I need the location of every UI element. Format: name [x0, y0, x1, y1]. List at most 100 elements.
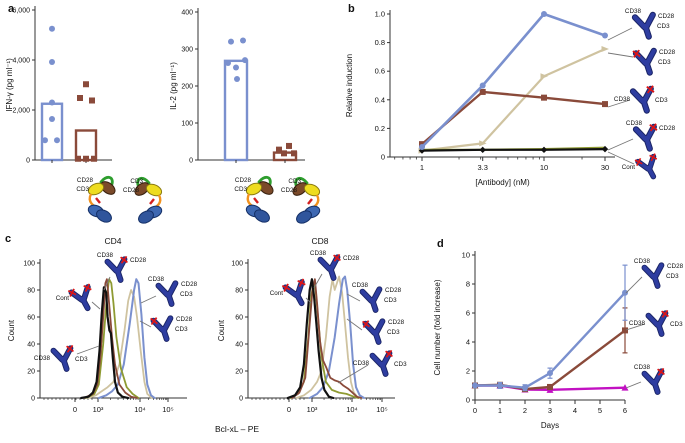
svg-text:CD28: CD28: [176, 316, 193, 323]
svg-text:0: 0: [381, 153, 385, 162]
svg-text:CD28: CD28: [123, 187, 140, 194]
antibody-icon: [632, 123, 658, 152]
svg-text:5: 5: [598, 406, 602, 415]
svg-text:CD28: CD28: [667, 263, 684, 270]
svg-text:20: 20: [27, 369, 35, 376]
bar-blue: [40, 102, 64, 162]
antibody-icon: [629, 85, 655, 114]
svg-text:IL-2 (pg ml⁻¹): IL-2 (pg ml⁻¹): [169, 62, 178, 110]
svg-text:Cont: Cont: [56, 295, 70, 302]
bar-brown: [74, 129, 98, 162]
svg-text:[Antibody] (nM): [Antibody] (nM): [475, 178, 530, 187]
svg-text:60: 60: [27, 315, 35, 322]
antibody-icon: [50, 344, 74, 372]
svg-text:0: 0: [473, 406, 477, 415]
svg-text:1: 1: [498, 406, 502, 415]
svg-text:CD38: CD38: [148, 276, 165, 283]
svg-text:0: 0: [189, 158, 193, 165]
svg-text:2: 2: [466, 367, 470, 376]
svg-text:Cell number (fold increase): Cell number (fold increase): [433, 279, 442, 375]
svg-text:CD8: CD8: [311, 236, 328, 246]
svg-text:80: 80: [235, 288, 243, 295]
svg-text:CD28: CD28: [281, 187, 298, 194]
svg-text:2: 2: [523, 406, 527, 415]
svg-text:Days: Days: [541, 421, 559, 430]
svg-text:10⁴: 10⁴: [134, 405, 146, 414]
svg-text:0: 0: [287, 405, 291, 414]
svg-text:0.6: 0.6: [375, 67, 385, 76]
antibody-icon: [67, 283, 92, 312]
panel-letter-c: c: [5, 233, 12, 245]
svg-text:0.2: 0.2: [375, 124, 385, 133]
svg-text:1.0: 1.0: [375, 10, 385, 19]
svg-text:0: 0: [239, 396, 243, 403]
svg-text:CD3: CD3: [670, 321, 683, 328]
svg-text:CD3: CD3: [394, 361, 407, 368]
svg-text:8: 8: [466, 280, 470, 289]
svg-text:CD28: CD28: [388, 319, 405, 326]
svg-text:Count: Count: [7, 319, 16, 341]
svg-text:Cont: Cont: [270, 290, 284, 297]
svg-text:1: 1: [420, 163, 424, 172]
antibody-icon: [362, 318, 386, 345]
svg-text:CD38: CD38: [625, 8, 642, 15]
svg-text:10⁵: 10⁵: [376, 405, 387, 414]
svg-text:CD3: CD3: [180, 291, 193, 298]
svg-text:CD38: CD38: [353, 360, 370, 367]
svg-text:CD3: CD3: [175, 326, 188, 333]
svg-text:CD28: CD28: [181, 281, 198, 288]
svg-text:10: 10: [540, 163, 548, 172]
antibody-icon: [641, 262, 665, 289]
svg-text:30: 30: [601, 163, 609, 172]
svg-text:4,000: 4,000: [12, 58, 30, 65]
svg-text:CD3: CD3: [288, 178, 301, 185]
svg-text:3: 3: [548, 406, 552, 415]
svg-text:40: 40: [27, 342, 35, 349]
antibody-icon: [359, 286, 383, 313]
bar-blue: [223, 59, 249, 162]
svg-text:10³: 10³: [307, 405, 318, 414]
svg-text:4: 4: [466, 338, 470, 347]
svg-text:100: 100: [181, 121, 193, 128]
antibody-icon: [634, 153, 658, 180]
svg-text:CD3: CD3: [387, 329, 400, 336]
svg-text:2,000: 2,000: [12, 108, 30, 115]
svg-text:CD38: CD38: [634, 364, 651, 371]
svg-text:3.3: 3.3: [477, 163, 487, 172]
svg-text:CD38: CD38: [352, 282, 369, 289]
diabody-icon: [292, 176, 321, 224]
svg-text:CD28: CD28: [659, 49, 676, 56]
panel-letter-d: d: [437, 238, 444, 250]
antibody-icon: [317, 253, 341, 281]
svg-text:CD38: CD38: [97, 252, 114, 259]
svg-text:400: 400: [181, 10, 193, 17]
svg-text:60: 60: [235, 315, 243, 322]
svg-text:CD28: CD28: [659, 125, 676, 132]
antibody-icon: [104, 255, 128, 283]
svg-text:CD38: CD38: [614, 96, 631, 103]
panel-letter-b: b: [348, 3, 355, 15]
svg-text:300: 300: [181, 47, 193, 54]
svg-text:0: 0: [73, 405, 77, 414]
svg-text:200: 200: [181, 84, 193, 91]
antibody-icon: [281, 278, 306, 307]
svg-text:20: 20: [235, 369, 243, 376]
svg-text:80: 80: [27, 288, 35, 295]
antibody-icon: [645, 309, 669, 337]
svg-text:CD3: CD3: [658, 59, 671, 66]
svg-text:6: 6: [623, 406, 627, 415]
svg-text:100: 100: [231, 261, 243, 268]
panel-b-dose-response: Relative induction 0 0.2 0.4 0.6 0.8 1.0 1 3.3 10…: [345, 8, 676, 187]
panel-c-histograms: CD4 Count 0 20 40 60 80 100 0 10³ 10⁴ 10⁵ CD28 CD3 CD3…: [7, 236, 407, 434]
svg-text:0: 0: [466, 396, 470, 405]
svg-text:CD38: CD38: [634, 258, 651, 265]
svg-text:6,000: 6,000: [12, 8, 30, 15]
antibody-icon: [641, 367, 665, 395]
panel-a-cytokine-bars: IFN-γ (pg ml⁻¹) 0 2,000 4,000 6,000 CD28 CD3 CD…: [5, 6, 321, 224]
svg-text:10⁴: 10⁴: [346, 405, 358, 414]
svg-text:CD3: CD3: [657, 23, 670, 30]
svg-text:10³: 10³: [93, 405, 104, 414]
svg-text:CD28: CD28: [77, 177, 94, 184]
svg-text:CD3: CD3: [76, 186, 89, 193]
